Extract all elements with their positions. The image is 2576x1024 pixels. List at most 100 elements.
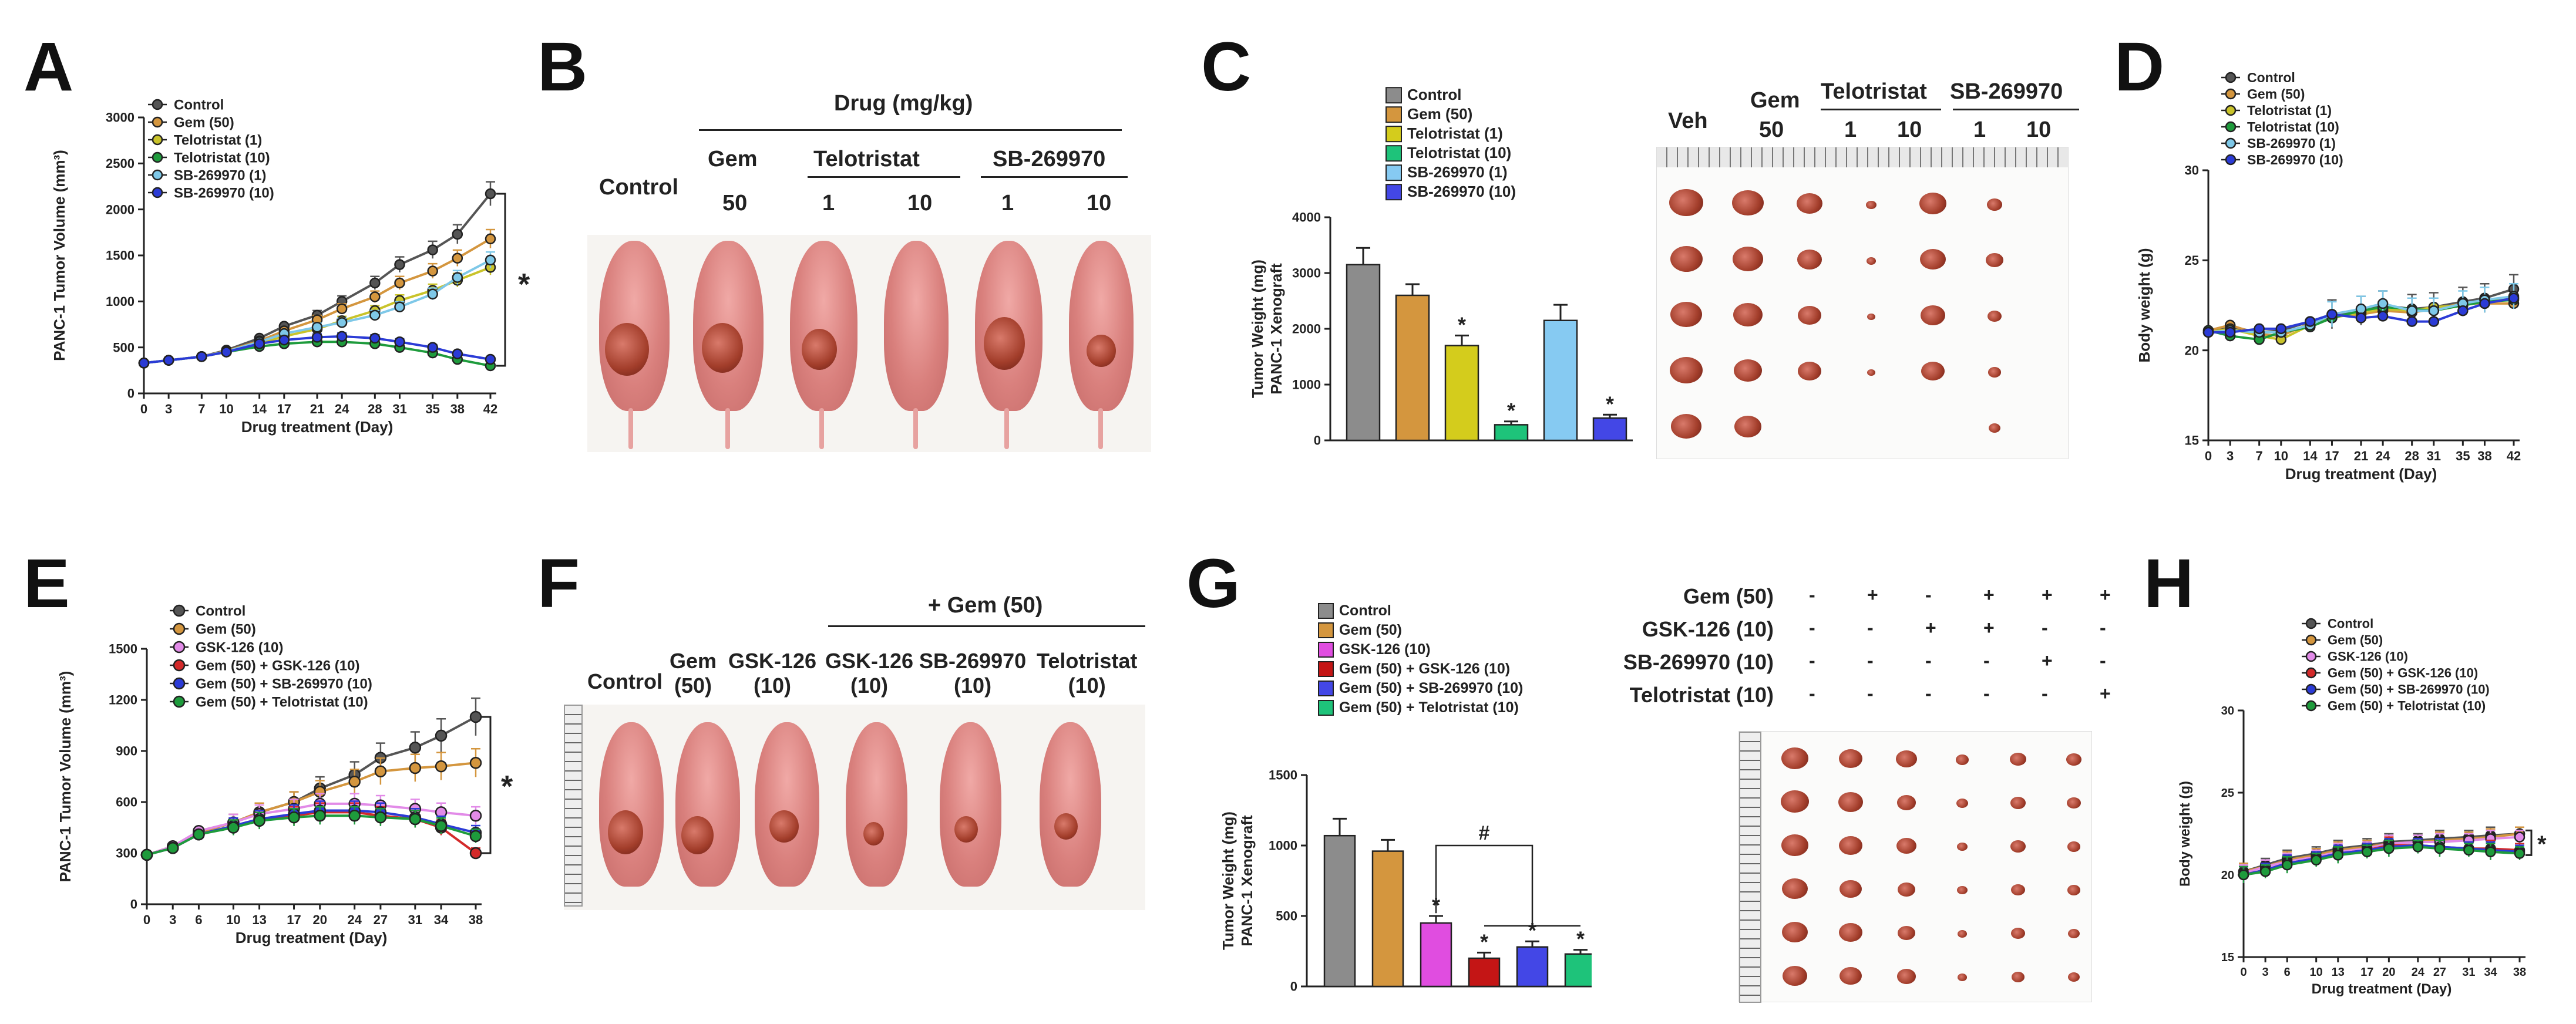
legend-marker-0 <box>2305 618 2317 629</box>
legend-label-5: SB-269970 (10) <box>2247 152 2343 167</box>
series-point-5 <box>2254 323 2265 335</box>
y-tick-label: 500 <box>1276 909 1297 924</box>
series-point-5 <box>336 331 348 342</box>
panel-b-dose-sb-10: 10 <box>1087 191 1112 215</box>
series-point-5 <box>138 358 150 369</box>
panel-b-header-rule <box>699 129 1122 131</box>
x-tick-label: 0 <box>143 912 150 927</box>
series-point-0 <box>427 244 438 255</box>
table-cell-mark: - <box>2042 617 2048 638</box>
y-tick-label: 300 <box>116 846 137 861</box>
x-tick-label: 38 <box>2477 449 2491 463</box>
tumor-specimen <box>1781 747 1808 769</box>
panel-label-d: D <box>2114 28 2165 106</box>
panel-f-label-control: Control <box>587 669 663 693</box>
y-tick-label: 2000 <box>1292 322 1321 336</box>
y-axis-label: PANC-1 Tumor Volume (mm³) <box>51 150 68 361</box>
series-point-5 <box>2355 312 2367 324</box>
panel-c-telotristat-label: Telotristat <box>1821 79 1927 104</box>
x-tick-label: 7 <box>198 402 205 416</box>
y-tick-label: 1000 <box>106 294 134 309</box>
x-tick-label: 38 <box>2513 966 2526 979</box>
legend-label-2: Telotristat (1) <box>2247 103 2332 118</box>
series-point-5 <box>2326 309 2338 320</box>
series-point-5 <box>435 820 448 832</box>
x-tick-label: 17 <box>277 402 291 416</box>
series-point-1 <box>452 252 463 264</box>
y-tick-label: 1200 <box>109 693 137 708</box>
table-cell-mark: - <box>1983 650 1990 671</box>
series-point-5 <box>369 332 381 344</box>
tumor-specimen <box>1957 843 1968 851</box>
tumor-specimen <box>1897 969 1916 984</box>
x-tick-label: 34 <box>2484 966 2497 979</box>
panel-b-sb-label: SB-269970 <box>993 147 1106 171</box>
series-point-5 <box>221 346 232 358</box>
bar-star-3: * <box>1480 929 1488 954</box>
x-tick-label: 38 <box>450 402 465 416</box>
legend-swatch-5 <box>1318 700 1334 716</box>
tumor-specimen <box>2068 972 2080 982</box>
table-cell-mark: - <box>2042 683 2048 704</box>
panel-b-mouse-photo <box>587 235 1151 452</box>
tumor-specimen <box>1839 967 1862 985</box>
series-point-5 <box>311 332 323 343</box>
x-tick-label: 3 <box>165 402 172 416</box>
panel-b-dose-telo-1: 1 <box>822 191 835 215</box>
x-tick-label: 24 <box>335 402 349 416</box>
x-tick-label: 31 <box>392 402 406 416</box>
x-tick-label: 31 <box>408 912 422 927</box>
series-point-5 <box>2412 841 2424 853</box>
table-cell-mark: + <box>2100 584 2111 605</box>
legend-marker-0 <box>2225 72 2237 83</box>
series-point-5 <box>314 809 326 822</box>
series-point-5 <box>394 336 405 348</box>
bar-0 <box>1346 264 1381 442</box>
series-point-1 <box>394 277 405 289</box>
tumor-specimen <box>1958 974 1967 981</box>
series-point-5 <box>2406 316 2417 327</box>
legend-label-4: SB-269970 (1) <box>174 167 266 183</box>
series-point-5 <box>2485 846 2496 858</box>
bar-star-2: * <box>1458 312 1466 336</box>
series-point-5 <box>2508 292 2520 304</box>
legend-marker-3 <box>173 659 186 672</box>
table-cell-mark: - <box>1925 584 1932 605</box>
legend-label-2: Telotristat (1) <box>174 132 262 148</box>
legend-label-4: SB-269970 (1) <box>2247 136 2336 151</box>
tumor-specimen <box>1732 190 1764 216</box>
legend-swatch-2 <box>1385 126 1402 143</box>
x-tick-label: 35 <box>2456 449 2470 463</box>
y-tick-label: 500 <box>113 340 134 355</box>
tumor-specimen <box>1838 792 1863 812</box>
x-tick-label: 31 <box>2427 449 2441 463</box>
series-point-5 <box>166 842 179 854</box>
panel-b-control-label: Control <box>599 175 679 200</box>
tumor-specimen <box>1670 302 1702 328</box>
series-point-1 <box>469 757 482 769</box>
bar-2 <box>1444 345 1479 442</box>
legend-label-0: Control <box>2328 617 2373 631</box>
x-tick-label: 6 <box>2284 966 2291 979</box>
series-point-1 <box>374 765 387 778</box>
series-point-3 <box>469 847 482 860</box>
tumor-specimen <box>1798 306 1821 325</box>
y-tick-label: 20 <box>2185 343 2199 358</box>
series-point-5 <box>485 353 496 365</box>
panel-b-telotristat-label: Telotristat <box>813 147 920 171</box>
table-cell-mark: - <box>1809 683 1815 704</box>
legend-label-3: Telotristat (10) <box>1407 144 1511 161</box>
legend-marker-5 <box>152 187 163 198</box>
y-tick-label: 30 <box>2221 705 2234 718</box>
legend-swatch-4 <box>1318 681 1334 696</box>
legend-label-4: Gem (50) + SB-269970 (10) <box>1339 680 1523 696</box>
legend-label-1: Gem (50) <box>2247 86 2305 102</box>
legend-label-4: Gem (50) + SB-269970 (10) <box>196 676 372 692</box>
significance-bracket <box>2525 829 2533 856</box>
panel-b-sb-rule <box>981 176 1128 178</box>
x-tick-label: 14 <box>252 402 267 416</box>
x-tick-label: 10 <box>2274 449 2288 463</box>
tumor-specimen <box>1782 922 1808 943</box>
legend-label-1: Gem (50) <box>2328 633 2383 648</box>
legend-label-3: Gem (50) + GSK-126 (10) <box>196 658 359 673</box>
